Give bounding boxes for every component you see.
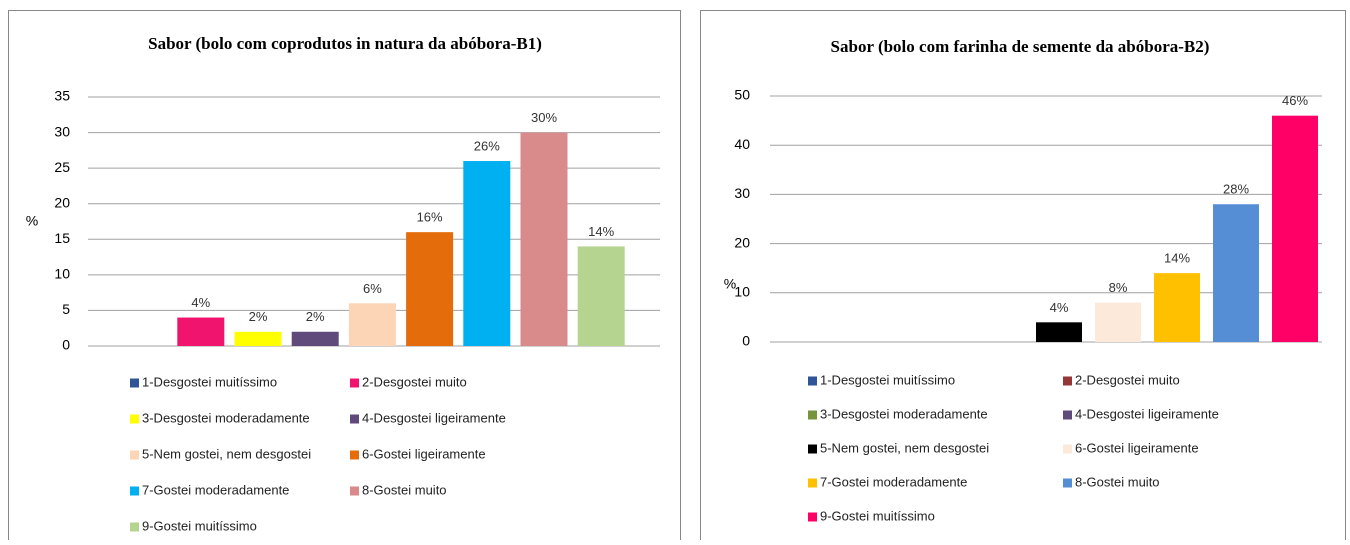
legend-swatch — [350, 450, 359, 460]
legend-label: 8-Gostei muito — [1075, 474, 1160, 489]
legend-label: 1-Desgostei muitíssimo — [820, 372, 955, 387]
bar — [463, 161, 511, 346]
data-label: 16% — [417, 210, 443, 225]
legend-swatch — [1063, 376, 1072, 386]
legend-label: 4-Desgostei ligeiramente — [1075, 406, 1219, 421]
legend-swatch — [350, 414, 359, 424]
y-tick-label: 20 — [54, 194, 70, 210]
data-label: 14% — [588, 224, 614, 239]
data-label: 2% — [306, 309, 325, 324]
y-axis-label: % — [724, 276, 736, 292]
y-tick-label: 5 — [62, 301, 70, 317]
y-tick-label: 35 — [54, 88, 70, 104]
legend-label: 9-Gostei muitíssimo — [820, 508, 935, 523]
bar — [1154, 273, 1200, 342]
y-tick-label: 30 — [54, 123, 70, 139]
chart-title: Sabor (bolo com coprodutos in natura da … — [148, 34, 542, 53]
legend-swatch — [808, 512, 817, 522]
legend-swatch — [1063, 410, 1072, 420]
legend-swatch — [808, 376, 817, 386]
data-label: 26% — [474, 138, 500, 153]
legend-swatch — [1063, 444, 1072, 454]
legend-label: 7-Gostei moderadamente — [820, 474, 967, 489]
y-tick-label: 10 — [54, 266, 70, 282]
legend-label: 1-Desgostei muitíssimo — [142, 374, 277, 389]
legend-label: 2-Desgostei muito — [1075, 372, 1180, 387]
data-label: 14% — [1164, 251, 1190, 266]
data-label: 4% — [191, 295, 210, 310]
legend-label: 2-Desgostei muito — [362, 374, 467, 389]
y-tick-label: 15 — [54, 230, 70, 246]
y-tick-label: 0 — [742, 333, 750, 349]
legend-swatch — [1063, 478, 1072, 488]
legend-swatch — [130, 450, 139, 460]
y-tick-label: 0 — [62, 337, 70, 353]
y-tick-label: 25 — [54, 159, 70, 175]
data-label: 46% — [1282, 93, 1308, 108]
legend-swatch — [808, 410, 817, 420]
data-label: 4% — [1050, 300, 1069, 315]
legend-label: 6-Gostei ligeiramente — [1075, 440, 1199, 455]
legend-swatch — [808, 444, 817, 454]
legend-label: 3-Desgostei moderadamente — [142, 410, 310, 425]
bar — [348, 303, 396, 346]
data-label: 6% — [363, 281, 382, 296]
legend-swatch — [350, 486, 359, 496]
legend-label: 5-Nem gostei, nem desgostei — [820, 440, 989, 455]
y-tick-label: 10 — [734, 284, 750, 300]
data-label: 2% — [249, 309, 268, 324]
legend-label: 7-Gostei moderadamente — [142, 482, 289, 497]
legend-swatch — [130, 522, 139, 532]
legend-label: 6-Gostei ligeiramente — [362, 446, 486, 461]
legend-label: 5-Nem gostei, nem desgostei — [142, 446, 311, 461]
y-axis-label: % — [26, 213, 38, 229]
bar — [520, 132, 568, 346]
legend-label: 8-Gostei muito — [362, 482, 447, 497]
bar — [177, 317, 225, 346]
legend-label: 9-Gostei muitíssimo — [142, 518, 257, 533]
chart-title: Sabor (bolo com farinha de semente da ab… — [831, 37, 1210, 56]
data-label: 8% — [1109, 280, 1128, 295]
legend-swatch — [350, 378, 359, 388]
y-tick-label: 50 — [734, 87, 750, 103]
legend-label: 4-Desgostei ligeiramente — [362, 410, 506, 425]
legend-swatch — [808, 478, 817, 488]
legend-swatch — [130, 378, 139, 388]
bar — [1036, 322, 1082, 342]
data-label: 28% — [1223, 182, 1249, 197]
legend-swatch — [130, 486, 139, 496]
bar — [1272, 115, 1318, 343]
legend-label: 3-Desgostei moderadamente — [820, 406, 988, 421]
chart-frame — [8, 10, 681, 545]
data-label: 30% — [531, 110, 557, 125]
y-tick-label: 30 — [734, 185, 750, 201]
bar — [406, 232, 454, 346]
legend-swatch — [130, 414, 139, 424]
y-tick-label: 40 — [734, 136, 750, 152]
bar — [1213, 204, 1259, 342]
bar — [1095, 302, 1141, 342]
y-tick-label: 20 — [734, 234, 750, 250]
bar — [577, 246, 625, 346]
bar — [234, 331, 282, 346]
bar — [291, 331, 339, 346]
